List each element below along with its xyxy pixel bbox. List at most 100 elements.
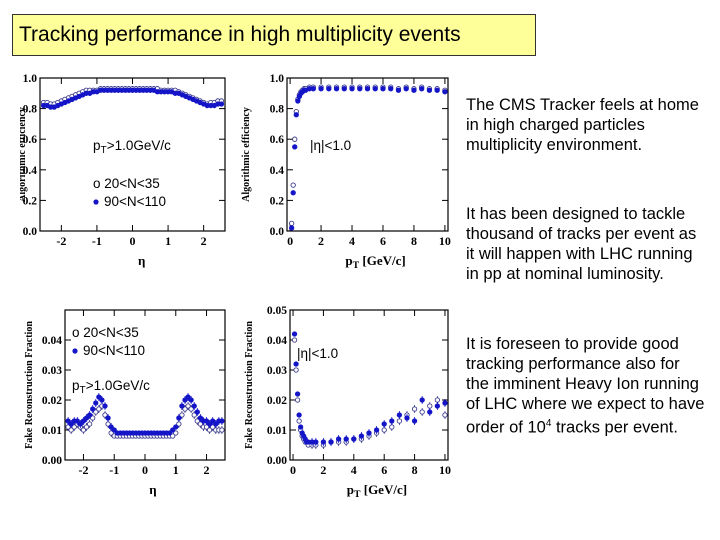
y-tick-label: 0.02 [42, 395, 62, 407]
y-tick-label: 0.2 [270, 195, 285, 207]
data-point-filled [77, 421, 84, 427]
data-point-filled [351, 436, 357, 442]
fake-rate-vs-eta-panel: 0.00 0.01 0.02 0.03 0.04 -2 -1 0 1 2 Fake Reconstr… [20, 302, 235, 502]
data-point-open [288, 220, 295, 227]
data-point-filled [176, 415, 182, 421]
data-point-filled [291, 331, 298, 337]
data-point-filled [99, 397, 105, 403]
data-point-filled [296, 412, 302, 418]
legend-label: 90<N<110 [83, 343, 145, 358]
y-axis-label: Fake Reconstruction Fraction [244, 321, 255, 449]
data-point-filled [210, 418, 216, 424]
data-point-filled [188, 397, 194, 403]
data-point-filled [326, 86, 332, 92]
data-point-filled [396, 412, 403, 418]
y-axis-label: Algorithmic efficiency [241, 107, 252, 202]
x-axis-label: η [149, 482, 156, 497]
data-point-filled [358, 433, 365, 439]
y-tick-label: 0.05 [267, 305, 287, 317]
data-point-filled [335, 436, 342, 442]
legend-label: 90<N<110 [104, 194, 166, 209]
data-point-filled [293, 361, 299, 367]
data-point-filled [411, 418, 418, 424]
x-tick-label: 0 [142, 463, 148, 477]
plot-annotation: |η|<1.0 [310, 138, 351, 153]
data-point-filled [93, 400, 99, 406]
data-point-filled [364, 86, 371, 92]
data-point-filled [96, 394, 102, 400]
data-point-filled [86, 412, 93, 418]
data-point-open [185, 403, 191, 409]
legend-marker-filled [72, 348, 78, 354]
y-axis-label: Algorithmic efficiency [20, 107, 28, 202]
data-point-filled [105, 415, 111, 421]
paragraph-cms-tracker: The CMS Tracker feels at home in high ch… [466, 96, 699, 154]
paragraph-heavy-ion-post: tracks per event. [551, 418, 678, 437]
x-tick-label: 1 [173, 463, 179, 477]
x-tick-label: 0 [290, 463, 296, 477]
data-point-open [219, 427, 225, 433]
data-point-open [434, 397, 441, 403]
data-point-open [191, 412, 197, 418]
y-tick-label: 0.4 [270, 165, 285, 177]
x-tick-label: 6 [380, 234, 386, 248]
data-point-filled [185, 394, 191, 400]
data-point-filled [388, 86, 394, 92]
x-tick-label: 0 [130, 234, 136, 248]
y-tick-label: 0.0 [270, 226, 285, 238]
data-point-filled [442, 89, 448, 95]
data-point-filled [313, 439, 319, 445]
data-point-filled [434, 403, 441, 409]
fake-rate-vs-eta-chart: 0.00 0.01 0.02 0.03 0.04 -2 -1 0 1 2 Fake Reconstr… [24, 309, 226, 497]
y-tick-label: 0.6 [270, 134, 285, 146]
data-point-filled [80, 418, 87, 424]
data-point-filled [191, 403, 197, 409]
x-tick-label: -2 [56, 234, 66, 248]
efficiency-vs-eta-panel: 0.0 0.2 0.4 0.6 0.8 1.0 -2 -1 0 1 2 Algorithmic eff… [20, 72, 235, 272]
y-tick-label: 0.02 [267, 395, 287, 407]
x-tick-label: -1 [109, 463, 119, 477]
data-point-filled [74, 418, 80, 424]
efficiency-vs-eta-chart: 0.0 0.2 0.4 0.6 0.8 1.0 -2 -1 0 1 2 Algorithmic eff… [20, 73, 226, 268]
data-point-open [188, 406, 194, 412]
data-point-filled [288, 225, 295, 231]
data-point-filled [380, 86, 386, 92]
data-point-filled [293, 112, 299, 118]
data-point-open [96, 406, 102, 412]
y-tick-label: 0.8 [270, 104, 285, 116]
data-point-open [296, 418, 302, 424]
x-tick-label: 10 [439, 234, 451, 248]
efficiency-vs-pt-panel: 0.0 0.2 0.4 0.6 0.8 1.0 0 2 4 6 8 10 Algorithmic eff… [240, 72, 458, 272]
x-tick-label: 10 [439, 463, 451, 477]
data-point-filled [68, 421, 74, 427]
y-tick-label: 0.6 [23, 134, 38, 146]
data-point-filled [404, 415, 410, 421]
data-point-filled [194, 409, 200, 415]
data-point-filled [218, 101, 225, 107]
data-point-filled [173, 424, 179, 430]
x-tick-label: 6 [381, 463, 387, 477]
data-point-filled [290, 190, 296, 196]
data-point-open [290, 182, 296, 188]
data-point-filled [219, 418, 225, 424]
data-point-open [442, 412, 448, 418]
data-point-filled [203, 418, 210, 424]
plot-annotation: |η|<1.0 [297, 346, 338, 361]
y-tick-label: 0.01 [267, 425, 287, 437]
data-point-filled [182, 397, 188, 403]
data-point-filled [197, 415, 204, 421]
data-point-filled [318, 86, 324, 92]
paragraph-heavy-ion: It is foreseen to provide good tracking … [466, 334, 706, 438]
data-point-filled [179, 403, 185, 409]
y-tick-label: 0.4 [23, 165, 38, 177]
x-tick-label: -1 [92, 234, 102, 248]
data-point-filled [341, 86, 347, 92]
data-point-filled [366, 430, 372, 436]
data-point-filled [357, 86, 363, 92]
x-axis-label: pT [GeV/c] [347, 482, 407, 500]
data-point-filled [426, 87, 433, 93]
data-point-open [80, 427, 87, 433]
data-point-filled [395, 87, 402, 93]
y-tick-label: 0.00 [42, 455, 62, 467]
data-point-filled [294, 391, 301, 397]
